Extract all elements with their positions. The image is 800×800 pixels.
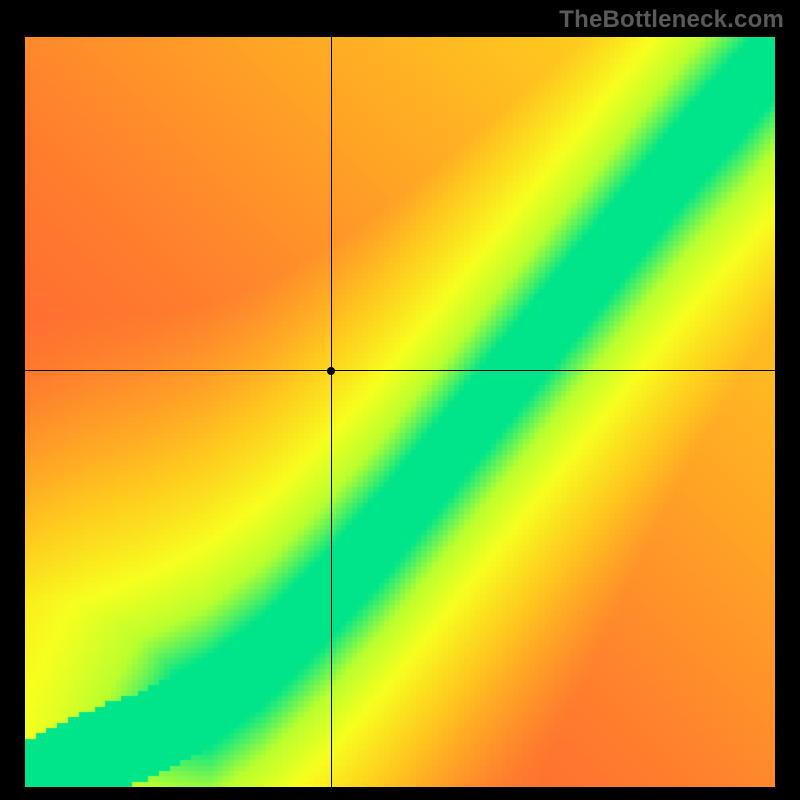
watermark-text: TheBottleneck.com bbox=[559, 6, 784, 34]
heatmap-canvas bbox=[25, 37, 775, 787]
heatmap-plot bbox=[25, 37, 775, 787]
chart-container: TheBottleneck.com bbox=[0, 0, 800, 800]
